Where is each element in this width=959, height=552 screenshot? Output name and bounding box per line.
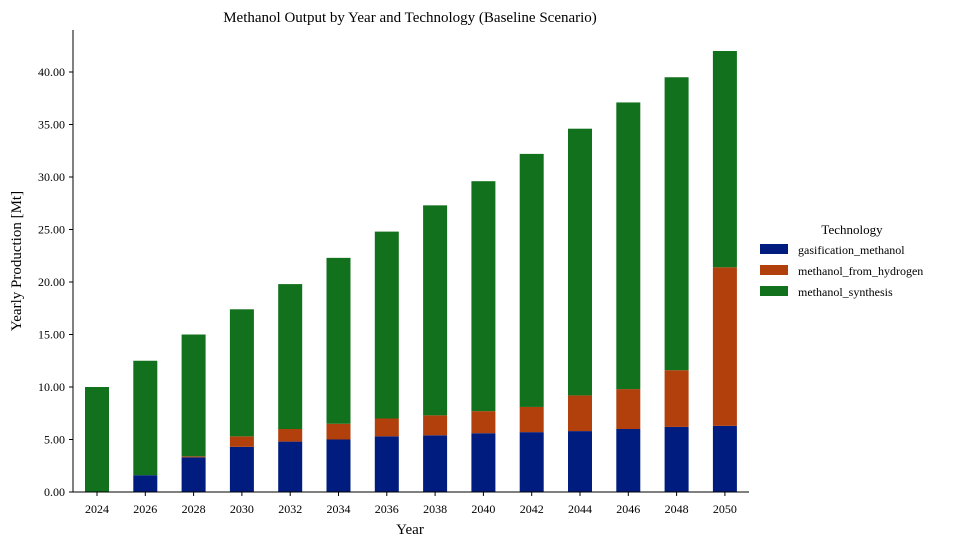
x-tick-label: 2042 <box>520 502 544 516</box>
bar-gasification-methanol-2034 <box>326 439 351 492</box>
legend-swatch-methanol-from-hydrogen <box>760 265 788 275</box>
x-tick-label: 2038 <box>423 502 447 516</box>
bar-methanol-synthesis-2032 <box>278 284 303 429</box>
x-tick-label: 2036 <box>375 502 399 516</box>
bar-gasification-methanol-2038 <box>423 435 448 492</box>
bar-gasification-methanol-2036 <box>374 436 399 492</box>
y-tick-label: 5.00 <box>44 433 65 447</box>
bars-group <box>85 51 737 492</box>
x-tick-label: 2032 <box>278 502 302 516</box>
bar-gasification-methanol-2028 <box>181 457 206 492</box>
y-tick-label: 35.00 <box>38 118 65 132</box>
x-tick-label: 2030 <box>230 502 254 516</box>
x-tick-label: 2034 <box>327 502 351 516</box>
bar-methanol-from-hydrogen-2032 <box>278 429 303 442</box>
bar-methanol-synthesis-2046 <box>616 102 641 390</box>
y-tick-label: 30.00 <box>38 170 65 184</box>
bar-gasification-methanol-2032 <box>278 441 303 492</box>
bar-gasification-methanol-2044 <box>568 431 592 492</box>
bar-methanol-synthesis-2050 <box>712 51 737 268</box>
legend-swatch-methanol-synthesis <box>760 286 788 296</box>
y-tick-label: 15.00 <box>38 328 65 342</box>
x-tick-label: 2040 <box>471 502 495 516</box>
bar-methanol-from-hydrogen-2038 <box>423 415 448 436</box>
bar-methanol-from-hydrogen-2030 <box>229 436 254 447</box>
bar-methanol-synthesis-2040 <box>471 181 496 412</box>
x-tick-label: 2046 <box>616 502 640 516</box>
y-tick-label: 0.00 <box>44 485 65 499</box>
legend-swatch-gasification-methanol <box>760 244 788 254</box>
x-axis-label: Year <box>396 522 424 538</box>
bar-methanol-from-hydrogen-2028 <box>181 456 206 458</box>
bar-methanol-synthesis-2028 <box>181 334 206 457</box>
bar-methanol-from-hydrogen-2044 <box>568 395 592 432</box>
legend: Technology gasification_methanol methanol… <box>760 222 923 299</box>
bar-gasification-methanol-2050 <box>712 425 737 492</box>
y-tick-label: 20.00 <box>38 275 65 289</box>
x-tick-label: 2026 <box>133 502 157 516</box>
bar-methanol-synthesis-2026 <box>133 360 158 476</box>
bar-methanol-from-hydrogen-2042 <box>519 406 544 433</box>
bar-methanol-synthesis-2036 <box>374 231 399 419</box>
y-tick-label: 10.00 <box>38 380 65 394</box>
bar-methanol-synthesis-2042 <box>519 153 544 407</box>
bar-methanol-from-hydrogen-2048 <box>664 370 689 427</box>
bar-methanol-synthesis-2038 <box>423 205 448 416</box>
y-tick-label: 40.00 <box>38 65 65 79</box>
legend-label-methanol-synthesis: methanol_synthesis <box>798 285 893 299</box>
bar-gasification-methanol-2040 <box>471 433 496 492</box>
bar-methanol-synthesis-2030 <box>229 309 254 437</box>
bar-methanol-synthesis-2048 <box>664 77 689 371</box>
bar-gasification-methanol-2046 <box>616 429 641 492</box>
x-tick-label: 2024 <box>85 502 109 516</box>
bar-gasification-methanol-2026 <box>133 475 158 492</box>
bar-methanol-from-hydrogen-2046 <box>616 389 641 429</box>
bar-gasification-methanol-2030 <box>229 446 254 492</box>
x-tick-label: 2048 <box>665 502 689 516</box>
legend-label-methanol-from-hydrogen: methanol_from_hydrogen <box>798 264 923 278</box>
bar-methanol-from-hydrogen-2034 <box>326 423 351 440</box>
chart-title: Methanol Output by Year and Technology (… <box>223 10 597 26</box>
x-tick-label: 2044 <box>568 502 592 516</box>
bar-methanol-synthesis-2024 <box>85 387 109 492</box>
x-tick-label: 2028 <box>182 502 206 516</box>
bar-gasification-methanol-2042 <box>519 432 544 492</box>
legend-title: Technology <box>821 222 883 237</box>
bar-methanol-from-hydrogen-2050 <box>712 267 737 426</box>
x-axis: 2024 2026 2028 2030 2032 2034 2036 2038 2040 2042… <box>73 491 749 516</box>
bar-methanol-synthesis-2034 <box>326 257 351 424</box>
bar-methanol-synthesis-2044 <box>568 128 592 396</box>
y-tick-label: 25.00 <box>38 223 65 237</box>
y-axis: 0.00 5.00 10.00 15.00 20.00 25.00 30.00 35.00 40… <box>38 30 74 499</box>
bar-gasification-methanol-2048 <box>664 426 689 492</box>
legend-label-gasification-methanol: gasification_methanol <box>798 243 905 257</box>
bar-methanol-from-hydrogen-2036 <box>374 418 399 437</box>
y-axis-label: Yearly Production [Mt] <box>9 191 25 331</box>
x-tick-label: 2050 <box>713 502 737 516</box>
bar-methanol-from-hydrogen-2040 <box>471 411 496 434</box>
